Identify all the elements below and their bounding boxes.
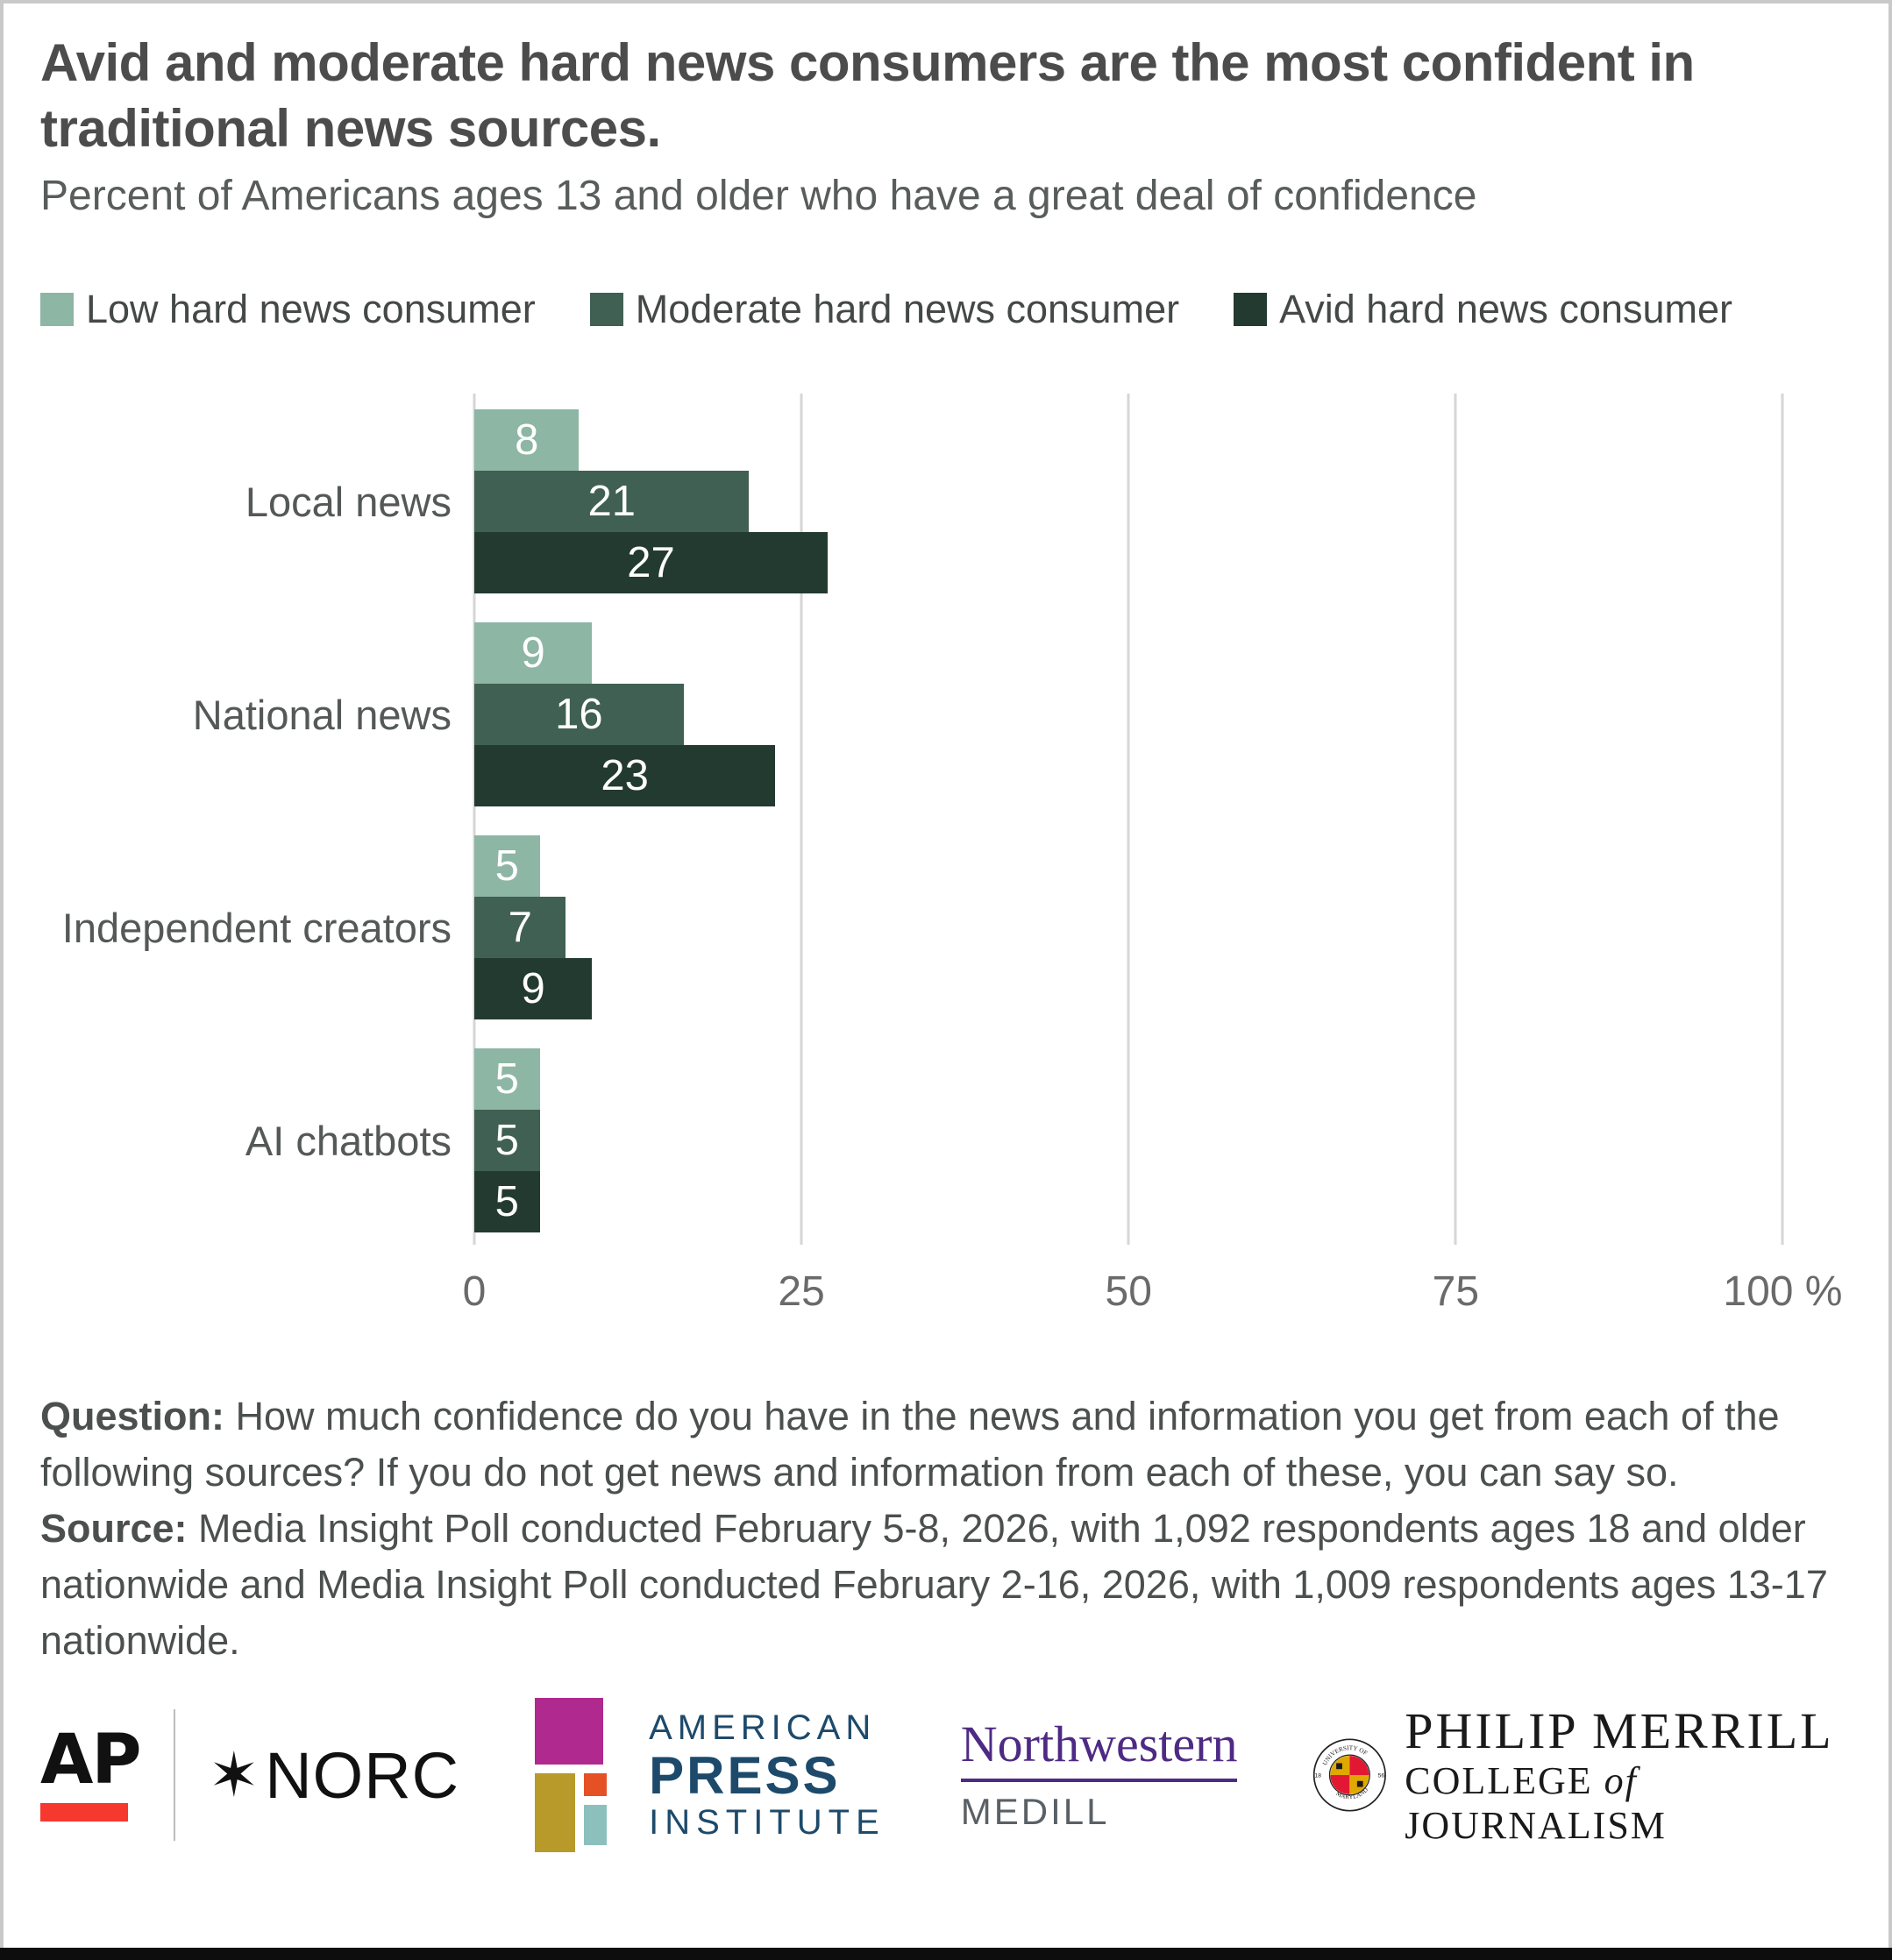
question-note: Question: How much confidence do you hav… [40, 1388, 1852, 1501]
bar-value: 23 [601, 752, 649, 799]
bar-national-low: 9 [474, 622, 593, 684]
bar-value: 5 [494, 842, 519, 890]
bar-value: 5 [494, 1178, 519, 1225]
bar-value: 9 [521, 965, 545, 1012]
legend: Low hard news consumer Moderate hard new… [40, 287, 1852, 332]
bar-chatbots-moderate: 5 [474, 1110, 540, 1171]
category-label: AI chatbots [245, 1117, 452, 1164]
bar-value: 16 [555, 691, 603, 738]
philip-merrill-logo: UNIVERSITY OF MARYLAND 18 56 PHILIP MERR… [1312, 1701, 1852, 1849]
bar-value: 27 [627, 539, 675, 586]
norc-star-icon: ✶ [208, 1741, 260, 1810]
bar-value: 21 [587, 478, 636, 525]
bar-value: 9 [521, 629, 545, 677]
category-label: National news [192, 691, 452, 738]
northwestern-wordmark: Northwestern [960, 1717, 1238, 1782]
medill-wordmark: MEDILL [960, 1790, 1110, 1832]
ap-wordmark: AP [40, 1720, 142, 1800]
legend-swatch-moderate [589, 293, 623, 326]
bar-chatbots-avid: 5 [474, 1171, 540, 1232]
category-label: Local news [245, 478, 452, 525]
category-label: Independent creators [61, 904, 452, 951]
question-text: How much confidence do you have in the n… [40, 1394, 1780, 1495]
legend-swatch-low [40, 293, 74, 326]
bar-value: 8 [515, 416, 539, 464]
logo-strip: AP ✶ NORC AMERICAN PRESS INSTITUTE [40, 1698, 1852, 1853]
bar-national-avid: 23 [474, 745, 776, 806]
group-ai-chatbots: AI chatbots 5 5 5 [245, 1048, 1852, 1232]
bar-chart: Local news 8 21 27 National news 9 16 23… [40, 394, 1852, 1318]
legend-label-low: Low hard news consumer [86, 287, 536, 331]
bar-local-moderate: 21 [474, 471, 750, 532]
chart-title: Avid and moderate hard news consumers ar… [40, 33, 1695, 158]
source-note: Source: Media Insight Poll conducted Feb… [40, 1501, 1852, 1669]
gridline-50 [1127, 394, 1130, 1245]
ap-logo: AP [40, 1720, 142, 1822]
ap-norc-logo: AP ✶ NORC [40, 1709, 460, 1842]
logo-divider [173, 1709, 175, 1842]
bar-creators-avid: 9 [474, 958, 593, 1019]
umd-seal-icon: UNIVERSITY OF MARYLAND 18 56 [1313, 1738, 1387, 1812]
legend-item-low: Low hard news consumer [40, 287, 536, 332]
svg-text:56: 56 [1378, 1773, 1385, 1779]
legend-swatch-avid [1234, 293, 1268, 326]
legend-item-moderate: Moderate hard news consumer [589, 287, 1180, 332]
bar-creators-moderate: 7 [474, 897, 566, 958]
x-tick-25: 25 [778, 1268, 825, 1315]
question-label: Question: [40, 1394, 224, 1438]
svg-text:18: 18 [1315, 1773, 1322, 1779]
x-tick-100: 100 % [1723, 1268, 1843, 1315]
plot-area: Local news 8 21 27 National news 9 16 23… [40, 394, 1852, 1245]
legend-label-moderate: Moderate hard news consumer [635, 287, 1180, 331]
gridline-100 [1781, 394, 1784, 1245]
notes: Question: How much confidence do you hav… [40, 1388, 1852, 1668]
bar-local-avid: 27 [474, 532, 828, 593]
legend-item-avid: Avid hard news consumer [1234, 287, 1732, 332]
gridline-25 [800, 394, 803, 1245]
bottom-black-bar [0, 1948, 1892, 1960]
bar-value: 5 [494, 1117, 519, 1164]
x-tick-50: 50 [1105, 1268, 1152, 1315]
merrill-wordmark: PHILIP MERRILL COLLEGE of JOURNALISM [1405, 1701, 1834, 1848]
api-squares-icon [535, 1698, 633, 1853]
ap-red-underline [40, 1803, 128, 1822]
x-tick-0: 0 [462, 1268, 487, 1315]
gridlines [473, 394, 1852, 1245]
norc-logo: ✶ NORC [209, 1738, 460, 1813]
source-text: Media Insight Poll conducted February 5-… [40, 1505, 1828, 1663]
bar-local-low: 8 [474, 409, 580, 471]
api-wordmark: AMERICAN PRESS INSTITUTE [649, 1708, 886, 1842]
northwestern-medill-logo: Northwestern MEDILL [960, 1717, 1238, 1833]
chart-subtitle: Percent of Americans ages 13 and older w… [40, 173, 1477, 219]
gridline-0 [473, 394, 476, 1245]
bar-groups: Local news 8 21 27 National news 9 16 23… [62, 394, 1852, 1245]
group-national-news: National news 9 16 23 [193, 622, 1852, 806]
gridline-75 [1454, 394, 1457, 1245]
bar-chatbots-low: 5 [474, 1048, 540, 1110]
bar-value: 7 [508, 904, 532, 951]
norc-wordmark: NORC [265, 1738, 460, 1812]
x-tick-75: 75 [1432, 1268, 1480, 1315]
source-label: Source: [40, 1505, 188, 1551]
bar-national-moderate: 16 [474, 684, 684, 745]
legend-label-avid: Avid hard news consumer [1279, 287, 1733, 331]
group-independent-creators: Independent creators 5 7 9 [62, 835, 1852, 1019]
american-press-institute-logo: AMERICAN PRESS INSTITUTE [535, 1698, 886, 1853]
x-axis: 0 25 50 75 100 % [463, 1245, 1852, 1318]
bar-creators-low: 5 [474, 835, 540, 897]
bar-value: 5 [494, 1055, 519, 1103]
group-local-news: Local news 8 21 27 [245, 409, 1852, 593]
